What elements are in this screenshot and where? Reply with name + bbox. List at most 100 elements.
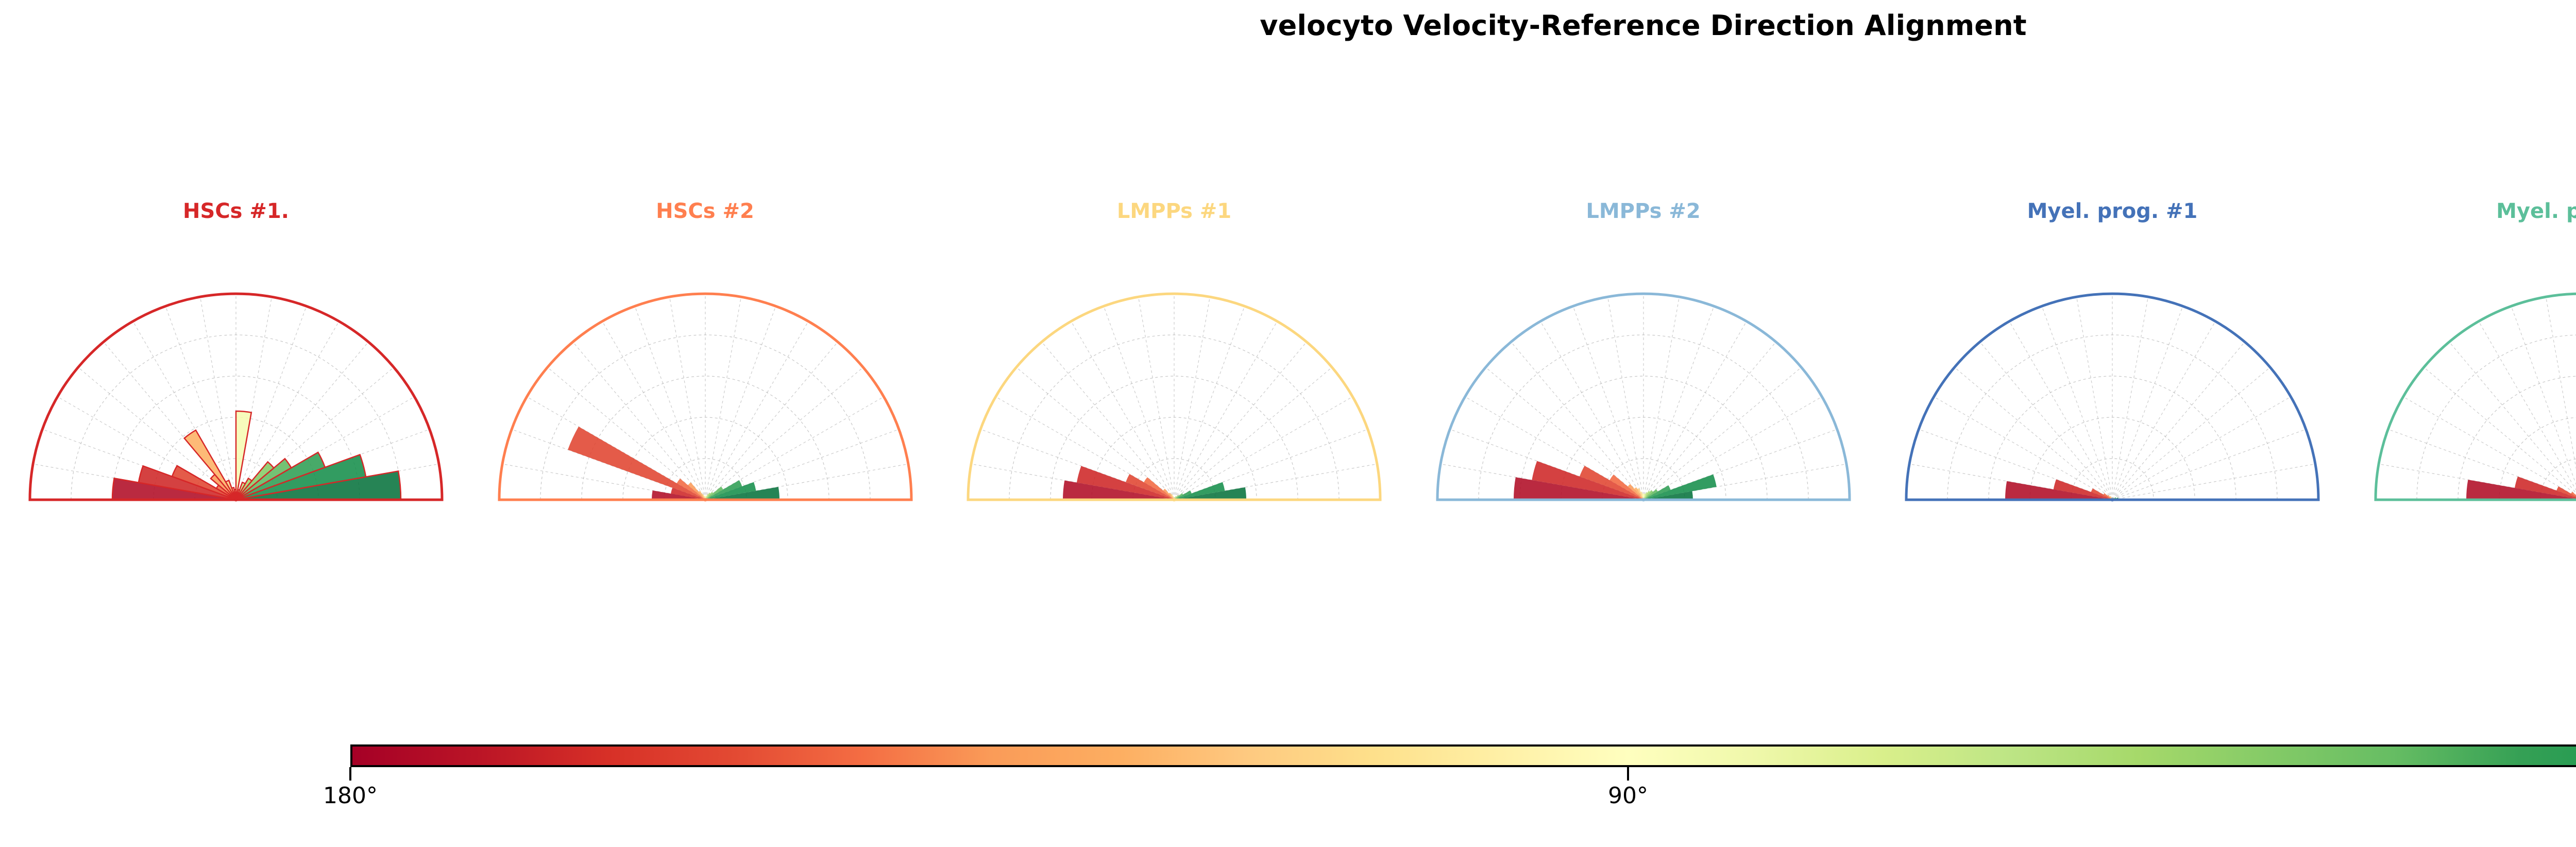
rose-bar xyxy=(651,490,705,500)
rose-chart-6 xyxy=(2355,233,2576,511)
angular-gridline xyxy=(1572,306,1644,500)
angular-gridline xyxy=(2112,396,2291,500)
angular-gridline xyxy=(2112,367,2270,500)
angular-gridline xyxy=(2511,306,2576,486)
angular-gridline xyxy=(2112,342,2245,500)
rose-chart-5 xyxy=(1886,233,2339,511)
angular-gridline xyxy=(705,463,908,500)
rose-bar xyxy=(235,477,253,500)
angular-gridline xyxy=(1174,296,1211,500)
angular-gridline xyxy=(669,296,706,500)
angular-gridline xyxy=(235,396,415,500)
rose-bar xyxy=(1174,482,1225,500)
rose-bar xyxy=(2570,492,2576,497)
radial-gridline xyxy=(1132,458,1216,500)
polar-origin-marker xyxy=(1172,498,1176,502)
angular-gridline xyxy=(634,306,706,500)
rose-bar xyxy=(2466,480,2576,500)
angular-gridline xyxy=(601,321,706,500)
rose-bar xyxy=(1513,477,1643,500)
angular-gridline xyxy=(1642,321,1747,500)
angular-gridline xyxy=(502,463,705,500)
rose-bar xyxy=(1627,484,1643,500)
angular-gridline xyxy=(2478,321,2576,492)
radial-gridline xyxy=(2071,458,2154,500)
rose-bar xyxy=(705,492,713,500)
angular-gridline xyxy=(1643,429,1837,500)
colorbar-gradient xyxy=(350,744,2576,767)
colorbar-tick-label: 90° xyxy=(1608,783,1648,809)
rose-bar xyxy=(2091,488,2112,500)
rose-bar xyxy=(2005,481,2112,500)
rose-bar xyxy=(1643,490,1650,500)
panel-title-6: Myel. prog. #2 xyxy=(2496,199,2576,223)
rose-bar xyxy=(2514,476,2576,499)
angular-gridline xyxy=(165,306,236,500)
polar-panel-1: HSCs #1. xyxy=(9,201,463,520)
rose-bar xyxy=(705,493,710,500)
rose-bar xyxy=(183,429,237,500)
rose-chart-3 xyxy=(947,233,1401,511)
angular-gridline xyxy=(1449,429,1643,500)
angular-gridline xyxy=(1539,321,1644,500)
rose-bar xyxy=(1609,475,1643,500)
angular-gridline xyxy=(1174,429,1368,500)
angular-gridline xyxy=(2448,342,2576,494)
angular-gridline xyxy=(1643,396,1822,500)
angular-gridline xyxy=(704,306,776,500)
angular-gridline xyxy=(1071,321,1175,500)
angular-gridline xyxy=(704,321,809,500)
polar-origin-marker xyxy=(234,498,238,502)
rose-bar xyxy=(1643,474,1717,500)
angular-gridline xyxy=(235,296,273,500)
polar-panel-2: HSCs #2 xyxy=(479,201,932,520)
angular-gridline xyxy=(1607,296,1644,500)
angular-gridline xyxy=(2041,306,2113,500)
rose-bar xyxy=(1126,474,1174,500)
polar-panel-3: LMPPs #1 xyxy=(947,201,1401,520)
polar-spine xyxy=(967,292,1382,501)
rose-bar xyxy=(1643,491,1693,500)
radial-gridline xyxy=(663,458,747,500)
panel-title-5: Myel. prog. #1 xyxy=(2027,199,2198,223)
colorbar: 180°90°0° xyxy=(323,744,2576,822)
rose-bar xyxy=(1643,485,1671,500)
rose-bar xyxy=(1531,461,1643,500)
rose-bar xyxy=(2053,479,2112,500)
angular-gridline xyxy=(1918,429,2113,500)
rose-bar xyxy=(670,487,705,500)
angular-gridline xyxy=(1041,342,1175,500)
angular-gridline xyxy=(705,367,863,500)
angular-gridline xyxy=(2112,321,2216,500)
angular-gridline xyxy=(1510,342,1643,500)
rose-bar xyxy=(1174,490,1192,500)
rose-bar xyxy=(210,473,236,500)
rose-bar xyxy=(235,481,246,500)
rose-bar xyxy=(1144,477,1174,500)
angular-gridline xyxy=(705,342,838,500)
angular-gridline xyxy=(1485,367,1643,500)
angular-gridline xyxy=(2402,396,2576,497)
rose-bar xyxy=(2556,486,2576,498)
rose-bar xyxy=(1640,492,1643,500)
rose-bar xyxy=(235,451,326,501)
polar-panel-5: Myel. prog. #1 xyxy=(1886,201,2339,520)
angular-gridline xyxy=(2076,296,2113,500)
angular-gridline xyxy=(572,342,705,500)
angular-gridline xyxy=(1103,306,1175,500)
rose-bar xyxy=(1579,466,1643,500)
panel-title-2: HSCs #2 xyxy=(656,199,754,223)
angular-gridline xyxy=(1138,296,1175,500)
angular-gridline xyxy=(1174,321,1278,500)
angular-gridline xyxy=(1954,367,2113,500)
angular-gridline xyxy=(995,396,1175,500)
angular-gridline xyxy=(1016,367,1175,500)
angular-gridline xyxy=(2387,429,2576,498)
angular-gridline xyxy=(1979,342,2113,500)
colorbar-tick xyxy=(1627,767,1629,781)
rose-bar xyxy=(235,410,252,500)
rose-bar xyxy=(687,482,705,500)
polar-origin-marker xyxy=(2110,498,2114,502)
rose-bar xyxy=(1063,480,1174,500)
rose-bar xyxy=(705,480,742,500)
